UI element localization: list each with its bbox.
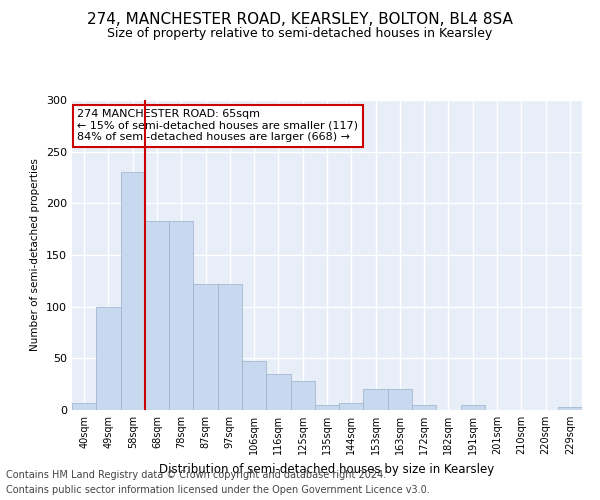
- Bar: [242, 362, 266, 410]
- Bar: [558, 407, 582, 410]
- Bar: [388, 390, 412, 410]
- Bar: [96, 306, 121, 410]
- Bar: [193, 284, 218, 410]
- Text: 274, MANCHESTER ROAD, KEARSLEY, BOLTON, BL4 8SA: 274, MANCHESTER ROAD, KEARSLEY, BOLTON, …: [87, 12, 513, 28]
- Text: Contains HM Land Registry data © Crown copyright and database right 2024.: Contains HM Land Registry data © Crown c…: [6, 470, 386, 480]
- Bar: [266, 374, 290, 410]
- Text: Size of property relative to semi-detached houses in Kearsley: Size of property relative to semi-detach…: [107, 28, 493, 40]
- Y-axis label: Number of semi-detached properties: Number of semi-detached properties: [31, 158, 40, 352]
- Bar: [412, 405, 436, 410]
- Bar: [364, 390, 388, 410]
- Bar: [461, 405, 485, 410]
- Bar: [290, 381, 315, 410]
- Bar: [218, 284, 242, 410]
- Bar: [145, 221, 169, 410]
- Bar: [121, 172, 145, 410]
- Bar: [315, 405, 339, 410]
- Bar: [72, 403, 96, 410]
- Bar: [339, 403, 364, 410]
- Text: 274 MANCHESTER ROAD: 65sqm
← 15% of semi-detached houses are smaller (117)
84% o: 274 MANCHESTER ROAD: 65sqm ← 15% of semi…: [77, 110, 358, 142]
- Text: Contains public sector information licensed under the Open Government Licence v3: Contains public sector information licen…: [6, 485, 430, 495]
- Bar: [169, 221, 193, 410]
- X-axis label: Distribution of semi-detached houses by size in Kearsley: Distribution of semi-detached houses by …: [160, 462, 494, 475]
